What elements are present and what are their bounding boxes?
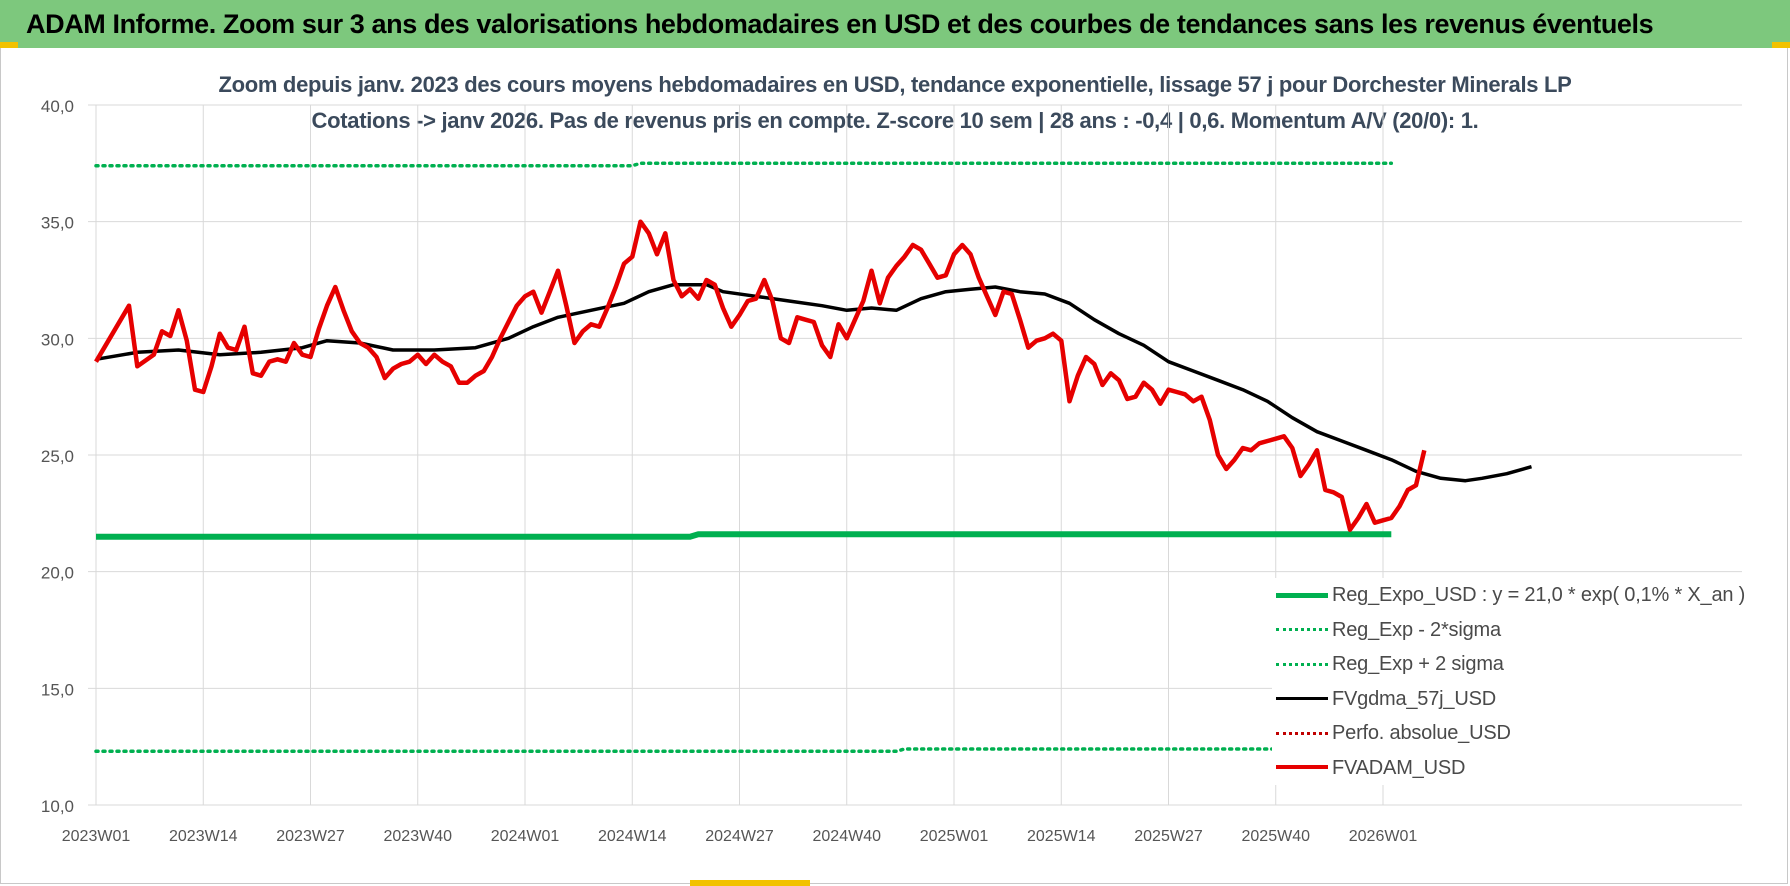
y-tick-label: 15,0	[41, 680, 74, 699]
x-tick-label: 2024W01	[491, 828, 560, 845]
chart-title-line2: Cotations -> janv 2026. Pas de revenus p…	[311, 108, 1479, 133]
legend-swatch	[1276, 662, 1328, 666]
x-tick-label: 2024W14	[598, 828, 667, 845]
chart-legend: Reg_Expo_USD : y = 21,0 * exp( 0,1% * X_…	[1272, 578, 1746, 786]
legend-swatch	[1276, 628, 1328, 631]
x-tick-label: 2025W14	[1027, 828, 1096, 845]
reg-exp-plus-2sigma-line	[94, 161, 1394, 168]
chart-title-line1: Zoom depuis janv. 2023 des cours moyens …	[218, 72, 1572, 97]
legend-item: Reg_Expo_USD : y = 21,0 * exp( 0,1% * X_…	[1272, 578, 1746, 613]
y-tick-label: 20,0	[41, 564, 74, 583]
x-tick-label: 2023W27	[276, 828, 345, 845]
legend-label: FVgdma_57j_USD	[1332, 687, 1496, 710]
legend-item: FVgdma_57j_USD	[1272, 682, 1742, 717]
x-tick-label: 2025W40	[1242, 828, 1311, 845]
header-corner-left	[0, 42, 18, 48]
x-tick-label: 2026W01	[1349, 828, 1418, 845]
legend-swatch	[1276, 765, 1328, 770]
x-tick-label: 2024W27	[705, 828, 774, 845]
fvadam-line	[94, 219, 1427, 532]
legend-label: Reg_Exp + 2 sigma	[1332, 653, 1504, 675]
report-title: ADAM Informe. Zoom sur 3 ans des valoris…	[26, 9, 1654, 39]
x-tick-label: 2023W01	[62, 828, 131, 845]
legend-item: Perfo. absolue_USD	[1272, 716, 1742, 751]
legend-swatch	[1276, 592, 1328, 598]
reg-expo-line	[96, 531, 1392, 540]
legend-label: FVADAM_USD	[1332, 756, 1466, 779]
legend-item: FVADAM_USD	[1272, 751, 1742, 786]
legend-item: Reg_Exp - 2*sigma	[1272, 613, 1742, 648]
legend-item: Reg_Exp + 2 sigma	[1272, 647, 1742, 682]
x-tick-label: 2023W40	[384, 828, 453, 845]
reg-exp-minus-2sigma-line	[94, 747, 1394, 754]
fvgdma-57j-line	[95, 282, 1532, 483]
legend-swatch	[1276, 731, 1328, 735]
report-header: ADAM Informe. Zoom sur 3 ans des valoris…	[0, 0, 1790, 48]
legend-label: Reg_Exp - 2*sigma	[1332, 618, 1501, 641]
legend-label: Reg_Expo_USD : y = 21,0 * exp( 0,1% * X_…	[1332, 584, 1746, 606]
x-tick-label: 2025W27	[1134, 828, 1203, 845]
legend-swatch	[1276, 696, 1328, 700]
y-tick-label: 40,0	[41, 97, 74, 116]
y-tick-label: 30,0	[41, 330, 74, 349]
y-tick-label: 25,0	[41, 447, 74, 466]
bottom-accent	[690, 880, 810, 886]
x-tick-label: 2025W01	[920, 828, 989, 845]
legend-label: Perfo. absolue_USD	[1332, 722, 1511, 744]
header-corner-right	[1772, 42, 1790, 48]
y-tick-label: 35,0	[41, 214, 74, 233]
x-tick-label: 2023W14	[169, 828, 238, 845]
y-tick-label: 10,0	[41, 797, 74, 816]
x-tick-label: 2024W40	[813, 828, 882, 845]
